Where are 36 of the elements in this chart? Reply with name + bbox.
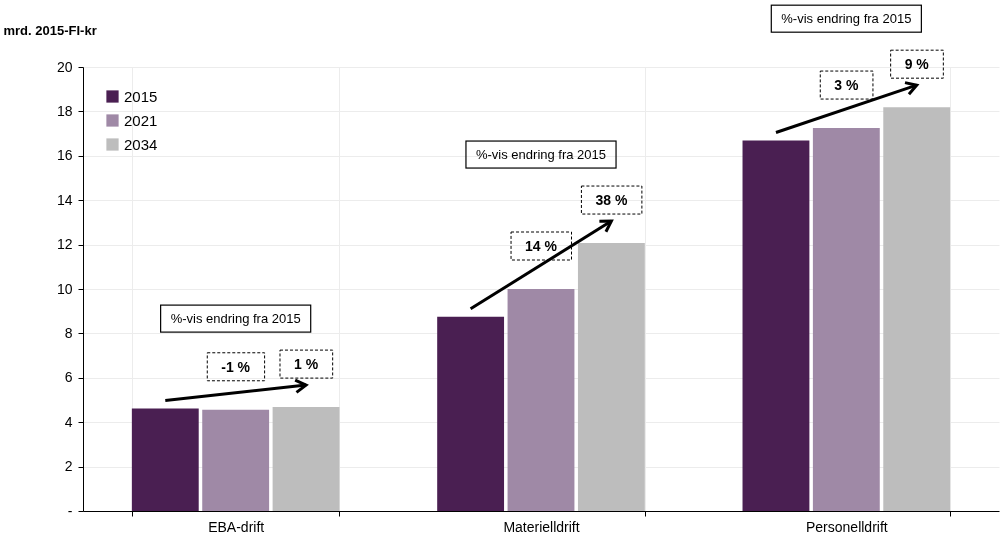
x-tick-label: Materielldrift <box>503 518 580 535</box>
y-tick-label: 6 <box>64 369 73 386</box>
x-tick-label: EBA-drift <box>208 518 265 535</box>
y-tick-label: 2 <box>64 458 73 475</box>
bar <box>202 409 270 511</box>
y-axis-title: mrd. 2015-FI-kr <box>3 22 97 38</box>
annotation: %-vis endring fra 2015 <box>475 147 607 163</box>
bar <box>812 128 880 511</box>
bar <box>507 289 575 511</box>
y-tick-label: 14 <box>56 191 73 208</box>
annotation: 3 % <box>834 77 859 94</box>
legend-label: 2015 <box>124 87 158 105</box>
bar <box>883 107 951 511</box>
legend-label: 2034 <box>124 135 158 153</box>
y-tick-label: 16 <box>56 147 73 164</box>
y-tick-label: 12 <box>56 236 73 253</box>
y-tick-label: 4 <box>64 413 73 430</box>
y-tick-label: 8 <box>64 324 73 341</box>
bar <box>437 316 505 511</box>
bar <box>577 243 645 511</box>
bar <box>272 407 340 511</box>
bar <box>131 408 199 511</box>
y-tick-label: - <box>67 502 73 519</box>
annotation: 1 % <box>293 356 319 373</box>
annotation: -1 % <box>221 358 251 375</box>
bar <box>742 140 810 511</box>
legend-label: 2021 <box>124 111 158 129</box>
y-tick-label: 18 <box>56 102 73 119</box>
annotation: %-vis endring fra 2015 <box>170 311 301 327</box>
annotation: 14 % <box>525 238 558 254</box>
y-tick-label: 10 <box>56 280 73 297</box>
y-tick-label: 20 <box>56 58 73 75</box>
x-tick-label: Personelldrift <box>805 518 888 535</box>
text: %-vis endring fra 2015 <box>781 11 912 27</box>
annotation: 9 % <box>904 56 930 73</box>
annotation: 38 % <box>595 192 628 209</box>
